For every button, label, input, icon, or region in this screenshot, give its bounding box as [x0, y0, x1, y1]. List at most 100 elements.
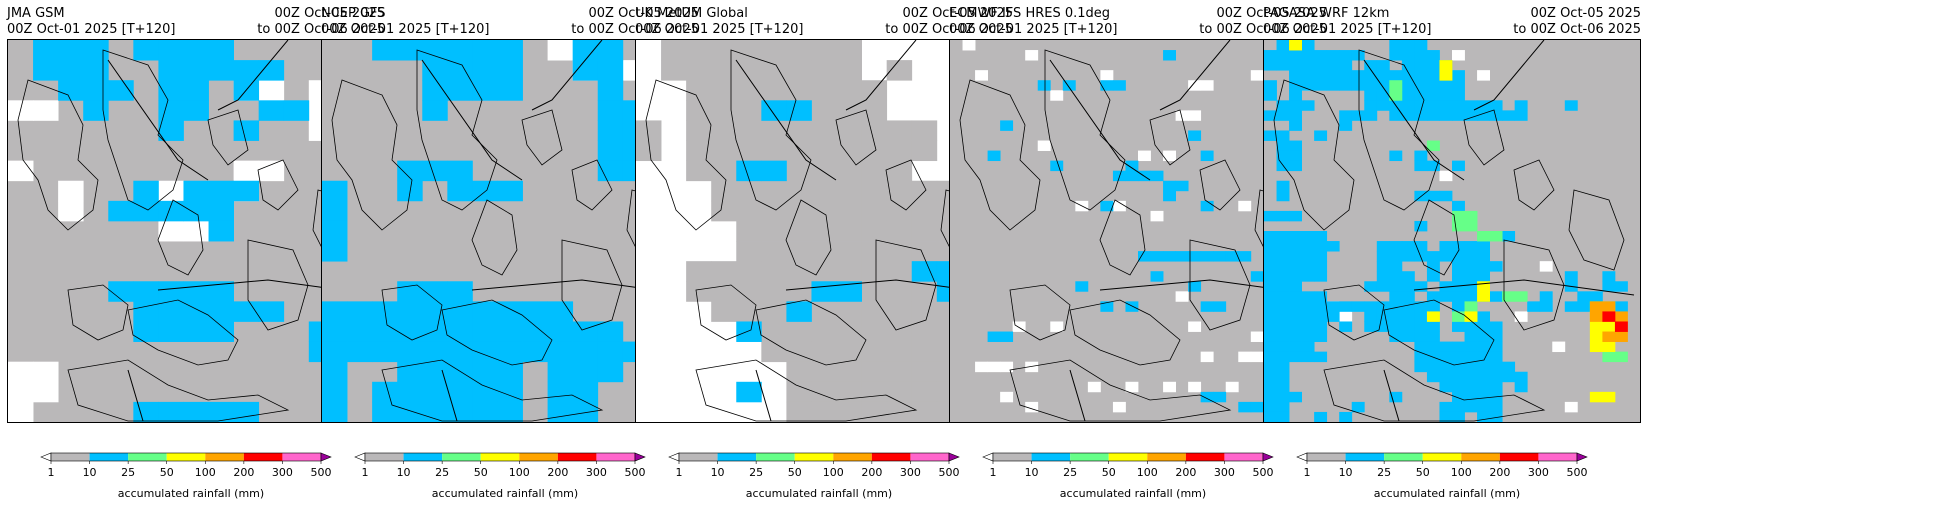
- colorbar-segment: [243, 453, 283, 461]
- cell-10-25mm: [397, 401, 423, 422]
- cell-10-25mm: [1401, 291, 1415, 302]
- cell-10-25mm: [1439, 361, 1453, 373]
- cell-10-25mm: [1289, 210, 1302, 222]
- cell-100-200mm: [1614, 331, 1628, 342]
- cell-10-25mm: [1264, 110, 1277, 121]
- cell-1-10mm: [711, 140, 737, 162]
- cell-10-25mm: [1489, 361, 1503, 373]
- cell-under-1mm: [58, 200, 84, 222]
- cell-10-25mm: [1414, 80, 1428, 91]
- cell-10-25mm: [158, 321, 184, 342]
- colorbar-segment: [833, 453, 872, 461]
- cell-10-25mm: [572, 60, 599, 81]
- cell-10-25mm: [347, 341, 373, 363]
- cell-1-10mm: [886, 261, 913, 282]
- cell-10-25mm: [1426, 90, 1440, 101]
- cell-1-10mm: [811, 341, 837, 363]
- cell-10-25mm: [1452, 271, 1465, 282]
- cell-10-25mm: [233, 180, 260, 202]
- cell-1-10mm: [711, 301, 737, 322]
- colorbar-segment: [717, 453, 757, 461]
- colorbar-segment: [128, 453, 167, 461]
- cell-under-1mm: [1175, 291, 1189, 302]
- cell-1-10mm: [636, 140, 662, 162]
- coastline: [1503, 239, 1565, 331]
- cell-1-10mm: [861, 341, 888, 363]
- cell-1-10mm: [786, 40, 812, 61]
- cell-10-25mm: [1414, 150, 1428, 162]
- cell-10-25mm: [183, 301, 209, 322]
- cell-10-25mm: [208, 180, 234, 202]
- cell-10-25mm: [133, 301, 159, 322]
- cell-10-25mm: [497, 40, 523, 61]
- colorbar-tick-label: 500: [939, 466, 960, 479]
- cell-10-25mm: [1264, 251, 1277, 262]
- cell-1-10mm: [711, 100, 737, 121]
- cell-10-25mm: [1564, 271, 1578, 282]
- cell-under-1mm: [987, 361, 1001, 373]
- coastline: [755, 299, 867, 366]
- cell-10-25mm: [1414, 361, 1428, 373]
- cell-10-25mm: [1401, 60, 1415, 71]
- cell-10-25mm: [1264, 271, 1277, 282]
- cell-10-25mm: [158, 120, 184, 141]
- cell-10-25mm: [447, 160, 473, 182]
- cell-under-1mm: [1012, 321, 1026, 332]
- cell-10-25mm: [1339, 80, 1353, 91]
- cell-under-1mm: [1050, 321, 1064, 332]
- cell-10-25mm: [322, 301, 348, 322]
- cell-under-1mm: [1225, 381, 1239, 393]
- coastline: [247, 239, 309, 331]
- cell-10-25mm: [1589, 291, 1603, 302]
- cell-10-25mm: [572, 401, 599, 422]
- cell-under-1mm: [1112, 401, 1126, 413]
- cell-10-25mm: [1276, 60, 1290, 71]
- cell-10-25mm: [158, 301, 184, 322]
- cell-10-25mm: [1225, 251, 1239, 262]
- cell-1-10mm: [836, 120, 862, 141]
- cell-under-1mm: [33, 361, 59, 383]
- cell-10-25mm: [1376, 321, 1390, 332]
- cell-10-25mm: [1314, 311, 1328, 322]
- valid-end: to 00Z Oct-06 2025: [1513, 22, 1641, 37]
- cell-10-25mm: [1414, 311, 1428, 322]
- cell-10-25mm: [472, 381, 498, 403]
- cell-1-10mm: [761, 140, 787, 162]
- cell-50-100mm: [1602, 321, 1616, 332]
- coastline: [1199, 159, 1241, 211]
- cell-1-10mm: [836, 200, 862, 222]
- cell-1-10mm: [886, 140, 913, 162]
- cell-under-1mm: [1250, 331, 1264, 342]
- cell-25-50mm: [1452, 311, 1465, 322]
- cell-10-25mm: [1502, 361, 1516, 373]
- cell-1-10mm: [886, 220, 913, 242]
- cell-10-25mm: [1477, 411, 1490, 422]
- cell-1-10mm: [786, 361, 812, 383]
- cell-10-25mm: [1289, 50, 1302, 61]
- cell-10-25mm: [1401, 90, 1415, 101]
- cell-under-1mm: [975, 361, 988, 373]
- cell-1-10mm: [911, 140, 938, 162]
- cell-10-25mm: [1339, 50, 1353, 61]
- cell-10-25mm: [347, 321, 373, 342]
- cell-10-25mm: [1301, 261, 1315, 272]
- cell-10-25mm: [736, 160, 762, 182]
- cell-1-10mm: [786, 401, 812, 422]
- cell-10-25mm: [761, 160, 787, 182]
- cell-10-25mm: [1414, 220, 1428, 232]
- rainfall-heatmap: [1264, 40, 1640, 422]
- cell-1-10mm: [761, 301, 787, 322]
- cell-10-25mm: [1439, 341, 1453, 353]
- cell-10-25mm: [1539, 301, 1553, 312]
- model-title: PAGASA WRF 12km: [1263, 6, 1390, 21]
- cell-10-25mm: [1264, 361, 1277, 373]
- coastline: [1149, 109, 1191, 166]
- cell-10-25mm: [1163, 180, 1176, 192]
- cell-10-25mm: [1527, 301, 1541, 312]
- cell-under-1mm: [1564, 401, 1578, 413]
- cell-10-25mm: [1301, 301, 1315, 312]
- cell-1-10mm: [686, 160, 712, 182]
- cell-1-10mm: [711, 261, 737, 282]
- cell-10-25mm: [347, 301, 373, 322]
- cell-10-25mm: [397, 160, 423, 182]
